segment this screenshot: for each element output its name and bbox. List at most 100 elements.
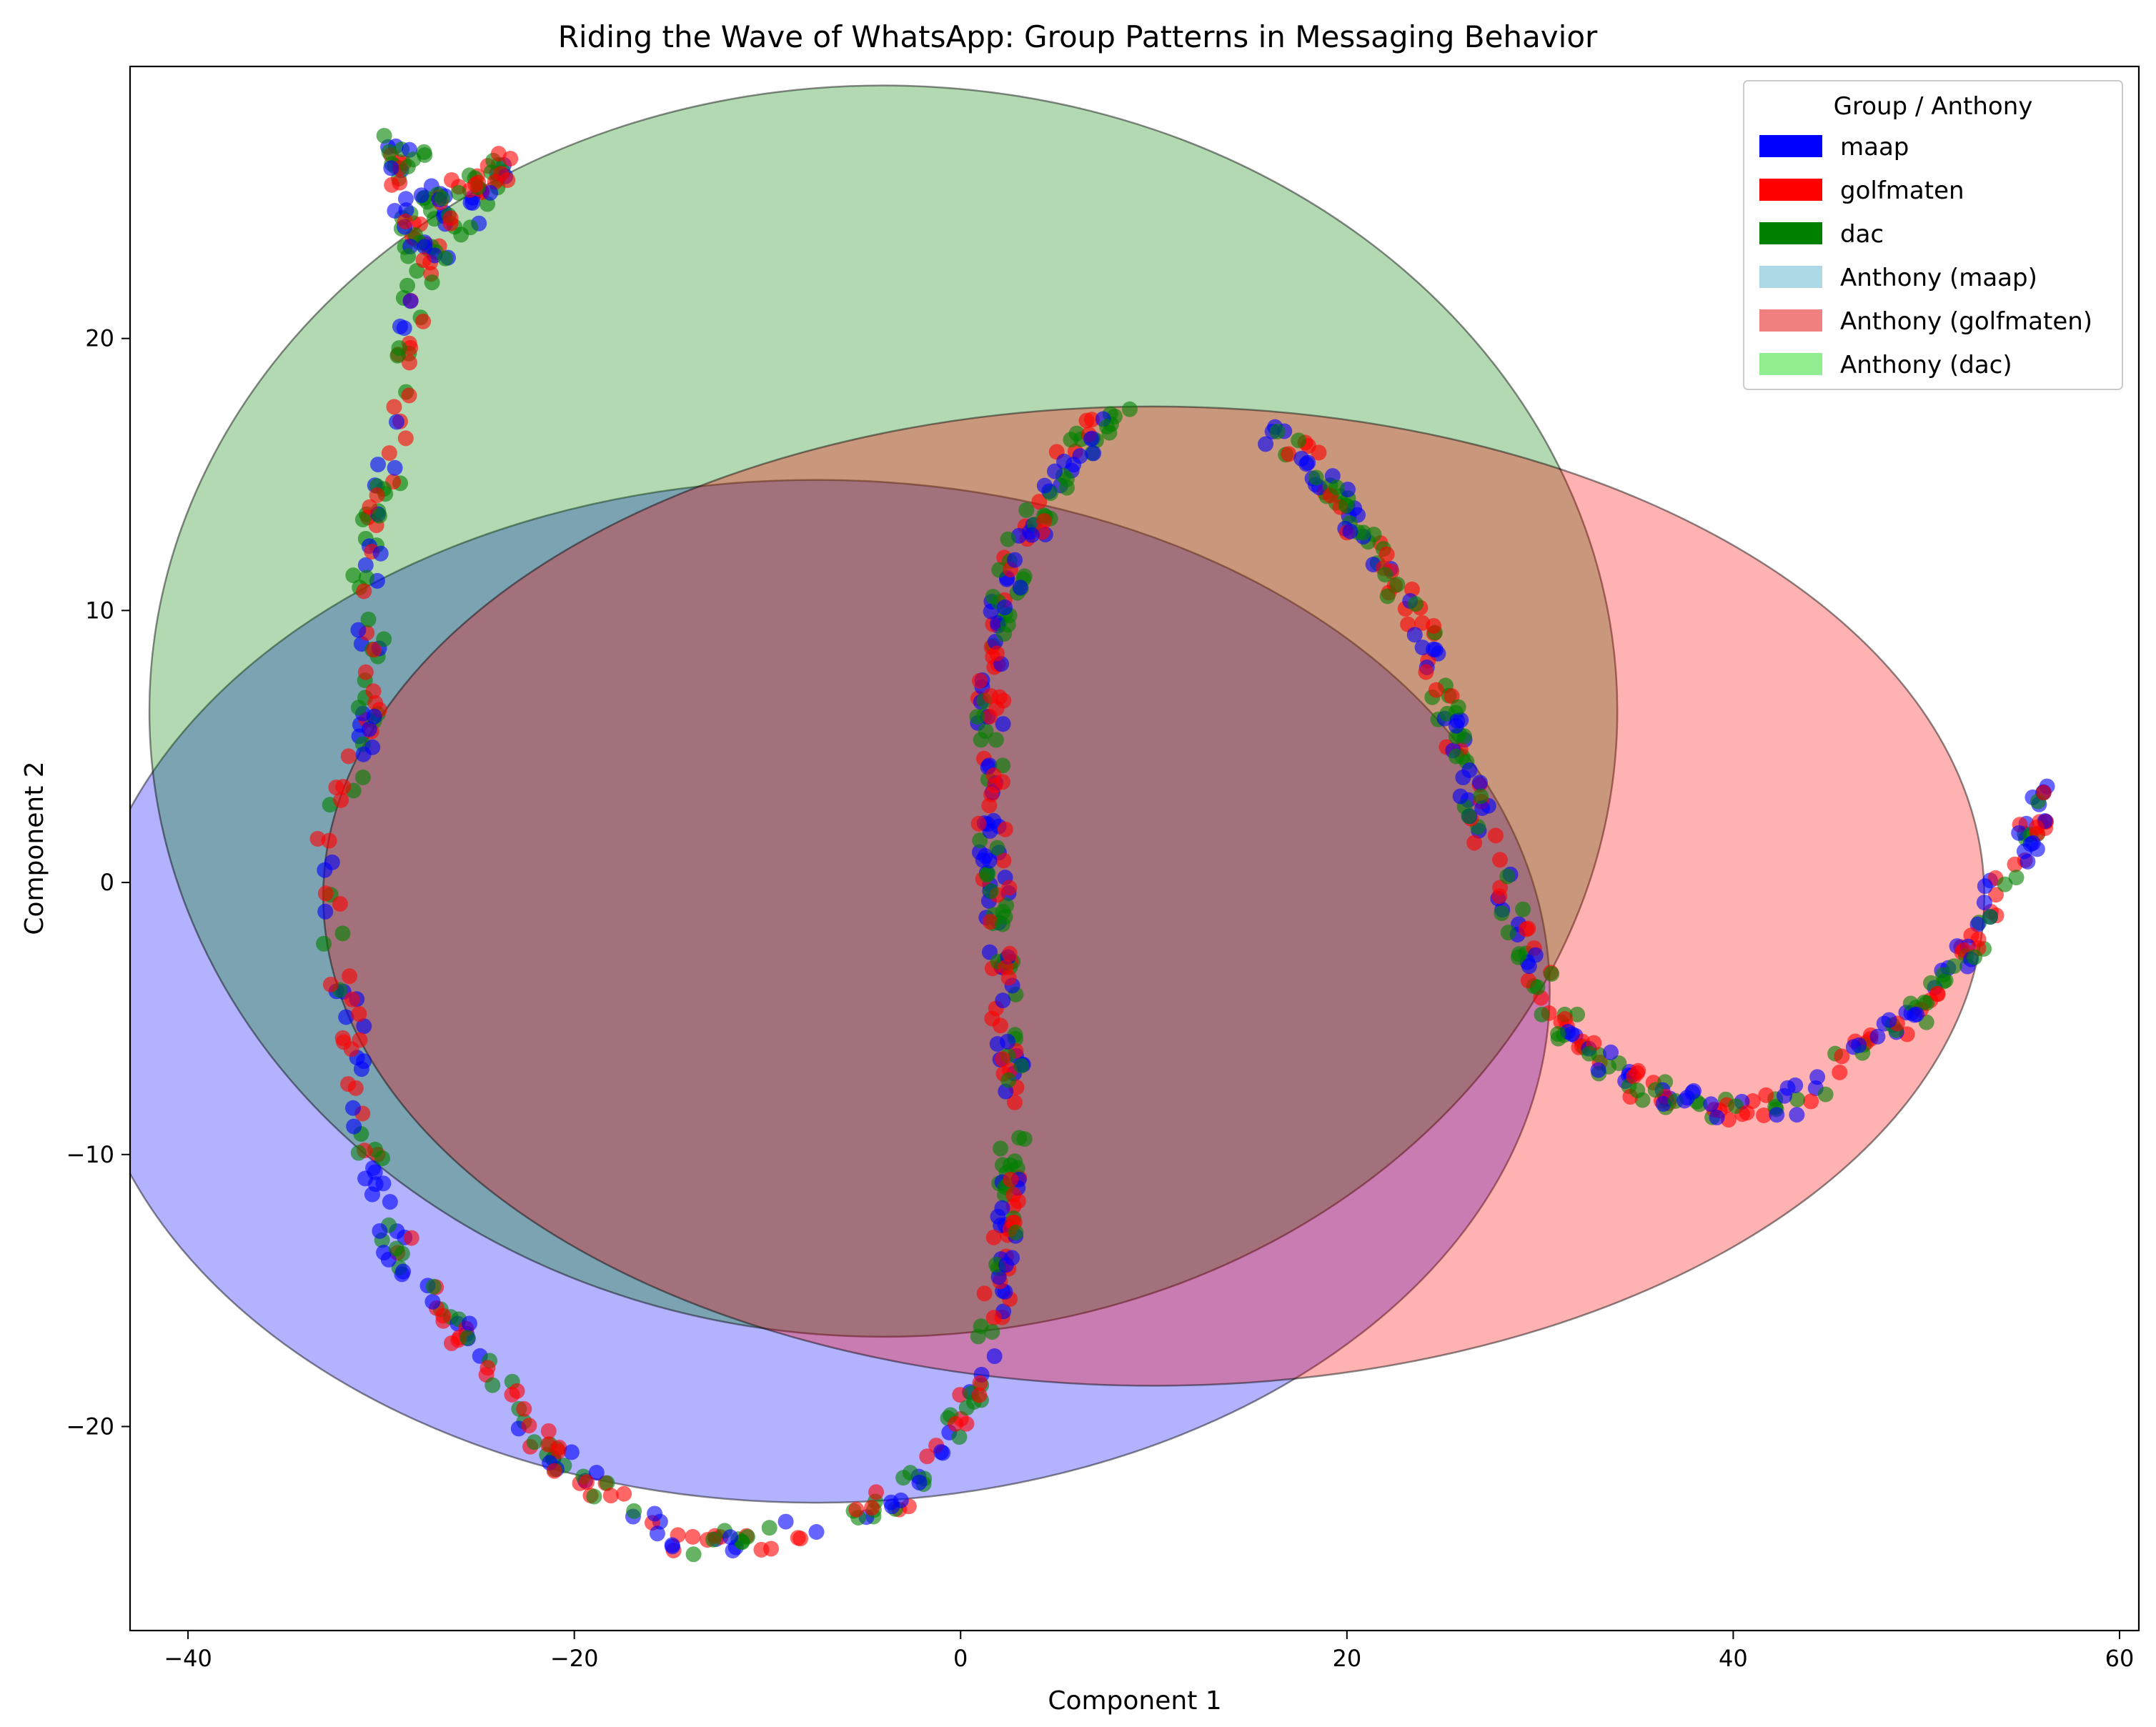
point-dac bbox=[425, 1278, 442, 1295]
point-maap bbox=[345, 1100, 362, 1116]
point-dac bbox=[453, 227, 470, 243]
point-maap bbox=[933, 1444, 949, 1460]
point-maap bbox=[664, 1537, 680, 1553]
point-dac bbox=[1377, 567, 1394, 583]
point-dac bbox=[1534, 1006, 1550, 1022]
point-golfmaten bbox=[1518, 921, 1534, 937]
point-dac bbox=[371, 507, 387, 524]
point-dac bbox=[993, 1140, 1009, 1157]
ellipse-layer bbox=[130, 84, 1986, 1504]
point-golfmaten bbox=[480, 1360, 496, 1376]
point-dac bbox=[1008, 1224, 1024, 1240]
point-dac bbox=[388, 1240, 404, 1257]
point-maap bbox=[1007, 552, 1023, 568]
point-golfmaten bbox=[868, 1484, 885, 1500]
point-maap bbox=[647, 1505, 663, 1522]
point-golfmaten bbox=[1556, 1011, 1573, 1027]
point-golfmaten bbox=[356, 583, 372, 599]
legend-swatch bbox=[1759, 179, 1822, 201]
point-dac bbox=[626, 1503, 642, 1519]
point-maap bbox=[989, 1036, 1005, 1052]
point-maap bbox=[1703, 1096, 1719, 1113]
point-dac bbox=[1629, 1082, 1646, 1098]
point-maap bbox=[364, 1186, 380, 1203]
point-dac bbox=[969, 709, 985, 725]
point-dac bbox=[391, 340, 407, 357]
point-golfmaten bbox=[1426, 617, 1442, 634]
chart-title: Riding the Wave of WhatsApp: Group Patte… bbox=[558, 19, 1598, 54]
point-dac bbox=[345, 567, 362, 584]
point-dac bbox=[988, 732, 1004, 748]
point-maap bbox=[1342, 523, 1358, 539]
point-golfmaten bbox=[1078, 412, 1095, 429]
point-dac bbox=[951, 1429, 968, 1445]
point-golfmaten bbox=[1803, 1093, 1819, 1110]
point-golfmaten bbox=[848, 1501, 865, 1518]
point-maap bbox=[1461, 762, 1478, 778]
point-golfmaten bbox=[384, 176, 400, 193]
point-dac bbox=[1550, 1026, 1566, 1042]
point-dac bbox=[1013, 1057, 1030, 1074]
point-dac bbox=[424, 274, 440, 291]
point-maap bbox=[397, 191, 414, 207]
legend-label: Anthony (maap) bbox=[1840, 264, 2037, 292]
point-maap bbox=[1521, 958, 1537, 975]
point-dac bbox=[400, 248, 417, 264]
point-maap bbox=[1452, 788, 1469, 805]
point-golfmaten bbox=[321, 832, 337, 849]
point-maap bbox=[1474, 800, 1491, 816]
point-golfmaten bbox=[366, 642, 382, 658]
point-dac bbox=[1016, 1131, 1033, 1148]
point-golfmaten bbox=[322, 976, 339, 992]
point-dac bbox=[1379, 588, 1396, 604]
point-golfmaten bbox=[985, 767, 1002, 784]
point-dac bbox=[360, 611, 377, 627]
point-golfmaten bbox=[970, 815, 987, 832]
legend-swatch bbox=[1759, 353, 1822, 375]
point-golfmaten bbox=[1629, 1065, 1645, 1081]
point-dac bbox=[1355, 524, 1371, 541]
point-golfmaten bbox=[602, 1488, 619, 1504]
legend-swatch bbox=[1759, 309, 1822, 332]
point-golfmaten bbox=[442, 210, 459, 227]
x-tick-label: 0 bbox=[953, 1645, 968, 1672]
point-dac bbox=[485, 1377, 501, 1393]
legend-title: Group / Anthony bbox=[1834, 92, 2033, 121]
legend-label: Anthony (dac) bbox=[1840, 351, 2012, 379]
legend-swatch bbox=[1759, 135, 1822, 157]
point-dac bbox=[374, 1150, 391, 1167]
point-dac bbox=[958, 1400, 975, 1416]
point-maap bbox=[995, 716, 1011, 732]
ellipse-golfmaten bbox=[322, 405, 1986, 1387]
point-golfmaten bbox=[381, 445, 397, 462]
point-dac bbox=[381, 144, 397, 160]
point-maap bbox=[372, 545, 389, 562]
y-tick-label: −10 bbox=[66, 1141, 114, 1168]
point-golfmaten bbox=[546, 1463, 562, 1479]
point-dac bbox=[399, 277, 416, 294]
point-golfmaten bbox=[415, 313, 432, 329]
point-dac bbox=[1494, 905, 1510, 922]
legend-label: maap bbox=[1840, 133, 1909, 161]
point-golfmaten bbox=[1006, 1094, 1023, 1110]
point-dac bbox=[354, 769, 371, 785]
point-maap bbox=[1976, 895, 1992, 911]
point-golfmaten bbox=[335, 779, 352, 795]
point-dac bbox=[980, 865, 996, 882]
point-golfmaten bbox=[863, 1500, 880, 1516]
x-tick-label: −40 bbox=[164, 1645, 212, 1672]
point-dac bbox=[334, 925, 351, 942]
point-maap bbox=[353, 1061, 369, 1077]
point-maap bbox=[346, 1118, 362, 1135]
point-maap bbox=[364, 739, 381, 755]
x-tick-label: 60 bbox=[2105, 1645, 2135, 1672]
point-golfmaten bbox=[948, 1415, 964, 1432]
x-tick-label: 40 bbox=[1719, 1645, 1748, 1672]
point-golfmaten bbox=[995, 852, 1012, 869]
point-golfmaten bbox=[1428, 682, 1444, 698]
point-maap bbox=[649, 1526, 665, 1542]
point-maap bbox=[387, 203, 403, 219]
point-golfmaten bbox=[386, 399, 402, 415]
point-maap bbox=[396, 320, 412, 337]
point-layer bbox=[309, 127, 2055, 1563]
